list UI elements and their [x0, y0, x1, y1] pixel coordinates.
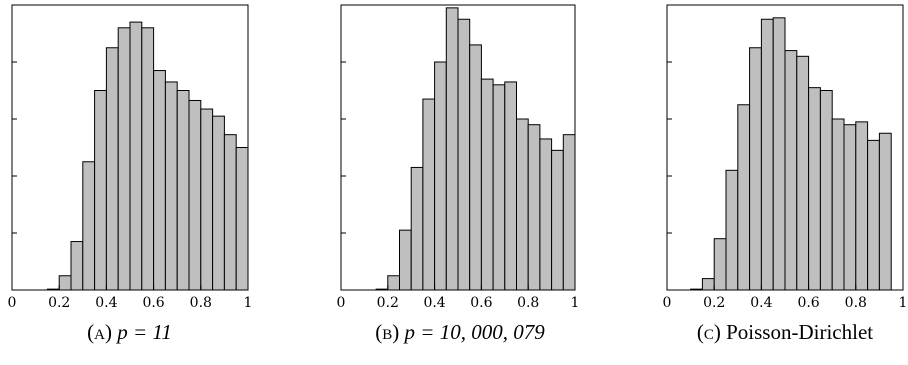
bar-b-13	[492, 84, 506, 291]
bar-c-8	[760, 18, 774, 291]
bar-b-16	[527, 124, 541, 291]
bar-b-8	[434, 61, 447, 291]
bar-c-17	[867, 139, 880, 291]
bar-a-11	[141, 27, 155, 291]
bar-b-18	[551, 149, 564, 291]
xtick-label-a-3: 0.6	[142, 295, 164, 311]
caption-b-text: p = 10, 000, 079	[404, 320, 545, 344]
bar-a-10	[129, 21, 143, 291]
xtick-label-c-5: 1	[899, 295, 908, 311]
xtick-label-b-4: 0.8	[517, 295, 539, 311]
axes-frame-a	[11, 4, 249, 291]
caption-c-text: Poisson-Dirichlet	[726, 320, 874, 344]
bar-c-15	[843, 124, 857, 291]
axes-frame-c	[666, 4, 904, 291]
bar-a-6	[82, 161, 96, 291]
xtick-label-c-2: 0.4	[750, 295, 772, 311]
bar-a-7	[94, 90, 107, 291]
bar-a-4	[58, 275, 72, 291]
caption-c: (c) Poisson-Dirichlet	[660, 315, 908, 349]
caption-a: (a) p = 11	[12, 315, 247, 349]
xtick-label-b-2: 0.4	[423, 295, 445, 311]
bar-a-14	[176, 90, 190, 291]
xtick-label-a-4: 0.8	[190, 295, 212, 311]
xtick-label-c-3: 0.6	[797, 295, 819, 311]
xtick-label-b-3: 0.6	[470, 295, 492, 311]
bar-c-3	[701, 278, 715, 291]
bar-a-5	[70, 241, 84, 291]
bar-c-12	[808, 87, 821, 291]
bar-c-7	[749, 47, 762, 291]
panel-b: 0 0.2 0.4 0.6 0.8 1	[337, 4, 580, 311]
bar-a-9	[117, 27, 131, 291]
bar-b-14	[504, 81, 517, 291]
bar-c-5	[725, 169, 739, 291]
caption-a-text: p = 11	[117, 320, 172, 344]
bar-a-18	[223, 134, 237, 291]
bar-c-18	[878, 132, 892, 291]
xtick-label-c-0: 0	[663, 295, 672, 311]
bar-a-8	[105, 47, 119, 291]
bar-b-19	[562, 134, 576, 291]
bar-b-9	[445, 7, 459, 291]
bar-b-11	[469, 44, 482, 291]
xtick-label-b-5: 1	[571, 295, 580, 311]
bar-a-13	[164, 81, 178, 291]
bar-b-10	[457, 18, 471, 291]
bar-b-5	[399, 229, 412, 291]
xtick-label-b-0: 0	[337, 295, 346, 311]
caption-b-label: (b)	[375, 320, 400, 344]
bar-a-17	[212, 115, 225, 291]
bar-c-16	[855, 121, 869, 291]
bar-b-7	[422, 98, 436, 291]
bar-b-12	[480, 78, 494, 291]
bar-a-12	[153, 70, 166, 291]
caption-b: (b) p = 10, 000, 079	[332, 315, 588, 349]
xtick-label-a-2: 0.4	[95, 295, 117, 311]
xtick-label-b-1: 0.2	[377, 295, 399, 311]
panel-c: 0 0.2 0.4 0.6 0.8 1	[663, 4, 908, 311]
axes-frame-b	[340, 4, 576, 291]
bar-c-14	[831, 118, 845, 291]
caption-c-label: (c)	[696, 320, 721, 344]
xtick-label-a-5: 1	[244, 295, 253, 311]
bar-a-16	[200, 108, 214, 291]
bar-c-6	[737, 104, 751, 291]
xtick-label-a-1: 0.2	[48, 295, 70, 311]
bar-b-6	[410, 166, 424, 291]
bar-c-9	[772, 17, 786, 291]
panel-a: 0 0.2 0.4 0.6 0.8 1	[8, 4, 253, 311]
bar-c-10	[784, 50, 798, 291]
bar-c-13	[819, 90, 833, 291]
xtick-label-a-0: 0	[8, 295, 17, 311]
bar-b-4	[387, 275, 400, 291]
bar-c-11	[796, 55, 810, 291]
caption-a-label: (a)	[87, 320, 112, 344]
bar-a-19	[235, 147, 249, 291]
bar-b-15	[516, 118, 529, 291]
bar-c-4	[713, 238, 727, 291]
xtick-label-c-4: 0.8	[845, 295, 867, 311]
bar-a-15	[188, 99, 202, 291]
xtick-label-c-1: 0.2	[703, 295, 725, 311]
bar-b-17	[539, 138, 553, 291]
